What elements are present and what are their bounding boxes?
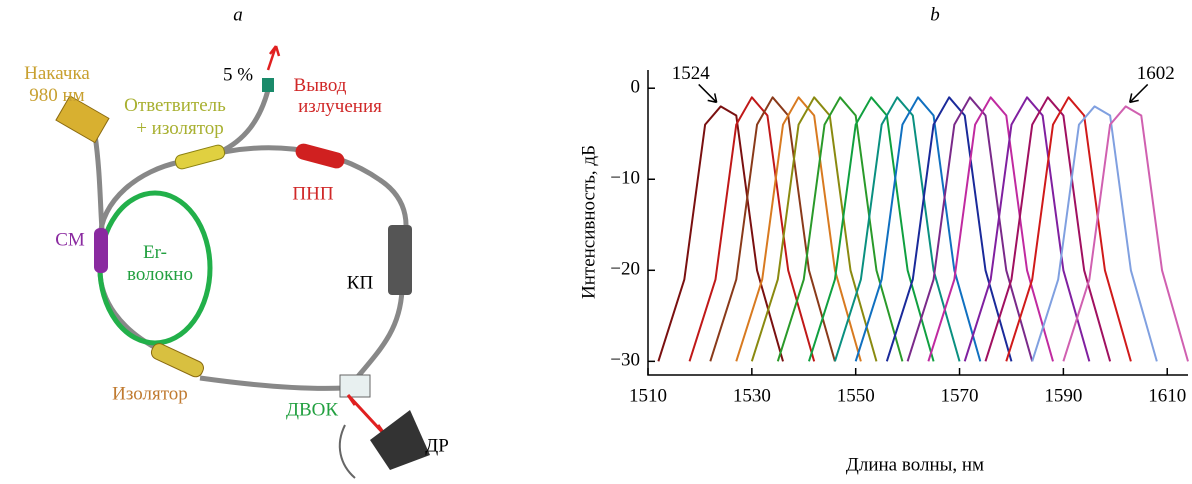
x-tick-label: 1510 — [629, 385, 667, 406]
annotation-arrow — [698, 83, 718, 104]
rotation-arrow — [338, 424, 356, 479]
x-tick-label: 1570 — [941, 385, 979, 406]
tap-label: 5 % — [223, 64, 253, 85]
spectrum-line — [776, 96, 904, 362]
pc-label: КП — [347, 272, 374, 293]
y-tick-label: −30 — [610, 350, 640, 371]
dr-label: ДР — [425, 435, 449, 456]
fbg-collimator — [339, 374, 371, 398]
spectrum-line — [735, 96, 862, 362]
panel-label: a — [233, 4, 243, 25]
spectrum-line — [963, 96, 1091, 362]
spectrum-line — [927, 96, 1054, 362]
pump-fiber — [92, 134, 105, 231]
x-tick-label: 1610 — [1148, 385, 1186, 406]
laser-diagram — [55, 45, 430, 479]
coupler-label: Ответвитель + изолятор — [124, 95, 226, 139]
spectrum-line — [709, 96, 836, 362]
fbg-label: ДВОК — [286, 399, 338, 420]
y-tick-label: −10 — [610, 168, 640, 189]
spectrum-line — [1031, 105, 1158, 362]
wdm — [94, 228, 108, 273]
output-arrow — [266, 45, 281, 71]
plot: −30 −20 −10 0 1510 1530 1550 1570 1590 1610 1524 16… — [610, 63, 1189, 406]
spectrum-line — [906, 96, 1034, 362]
y-tick-label: −20 — [610, 259, 640, 280]
y-tick-label: 0 — [631, 77, 641, 98]
x-axis-label: Длина волны, нм — [846, 454, 984, 475]
annotation-arrow — [1128, 83, 1149, 104]
annotation-label: 1524 — [672, 63, 711, 84]
pnp-label: ПНП — [292, 183, 333, 204]
pump-diode — [55, 95, 110, 144]
x-tick-label: 1530 — [733, 385, 771, 406]
coupler — [174, 144, 226, 170]
output-fiber — [218, 89, 271, 155]
spectrum-line — [1005, 96, 1132, 362]
fiber-loop — [97, 145, 409, 391]
spectrum-line — [808, 96, 935, 362]
x-tick-label: 1590 — [1044, 385, 1082, 406]
spectrum-line — [885, 96, 1013, 362]
y-axis-label: Интенсивность, дБ — [578, 145, 599, 299]
wdm-label: СМ — [55, 229, 85, 250]
er-label: Er-волокно — [127, 242, 193, 285]
panel-label: b — [930, 4, 940, 25]
isolator-label: Изолятор — [112, 383, 188, 404]
isolator — [150, 343, 204, 378]
grating — [370, 410, 430, 470]
spectrum-line — [833, 96, 961, 362]
pump-label: Накачка 980 нм — [24, 63, 90, 106]
polarization-controller — [388, 225, 412, 295]
output-label: Вывод излучения — [294, 75, 383, 117]
beam-arrow — [346, 393, 387, 437]
annotation-label: 1602 — [1137, 63, 1175, 84]
spectrum-line — [750, 96, 878, 362]
spectrum-line — [1062, 105, 1189, 362]
pnp — [295, 143, 345, 169]
spectrum-line — [854, 96, 982, 362]
output-connector — [262, 78, 274, 92]
spectrum-line — [657, 105, 784, 362]
spectrum-line — [984, 96, 1112, 362]
spectrum-line — [688, 96, 816, 362]
x-tick-label: 1550 — [837, 385, 875, 406]
